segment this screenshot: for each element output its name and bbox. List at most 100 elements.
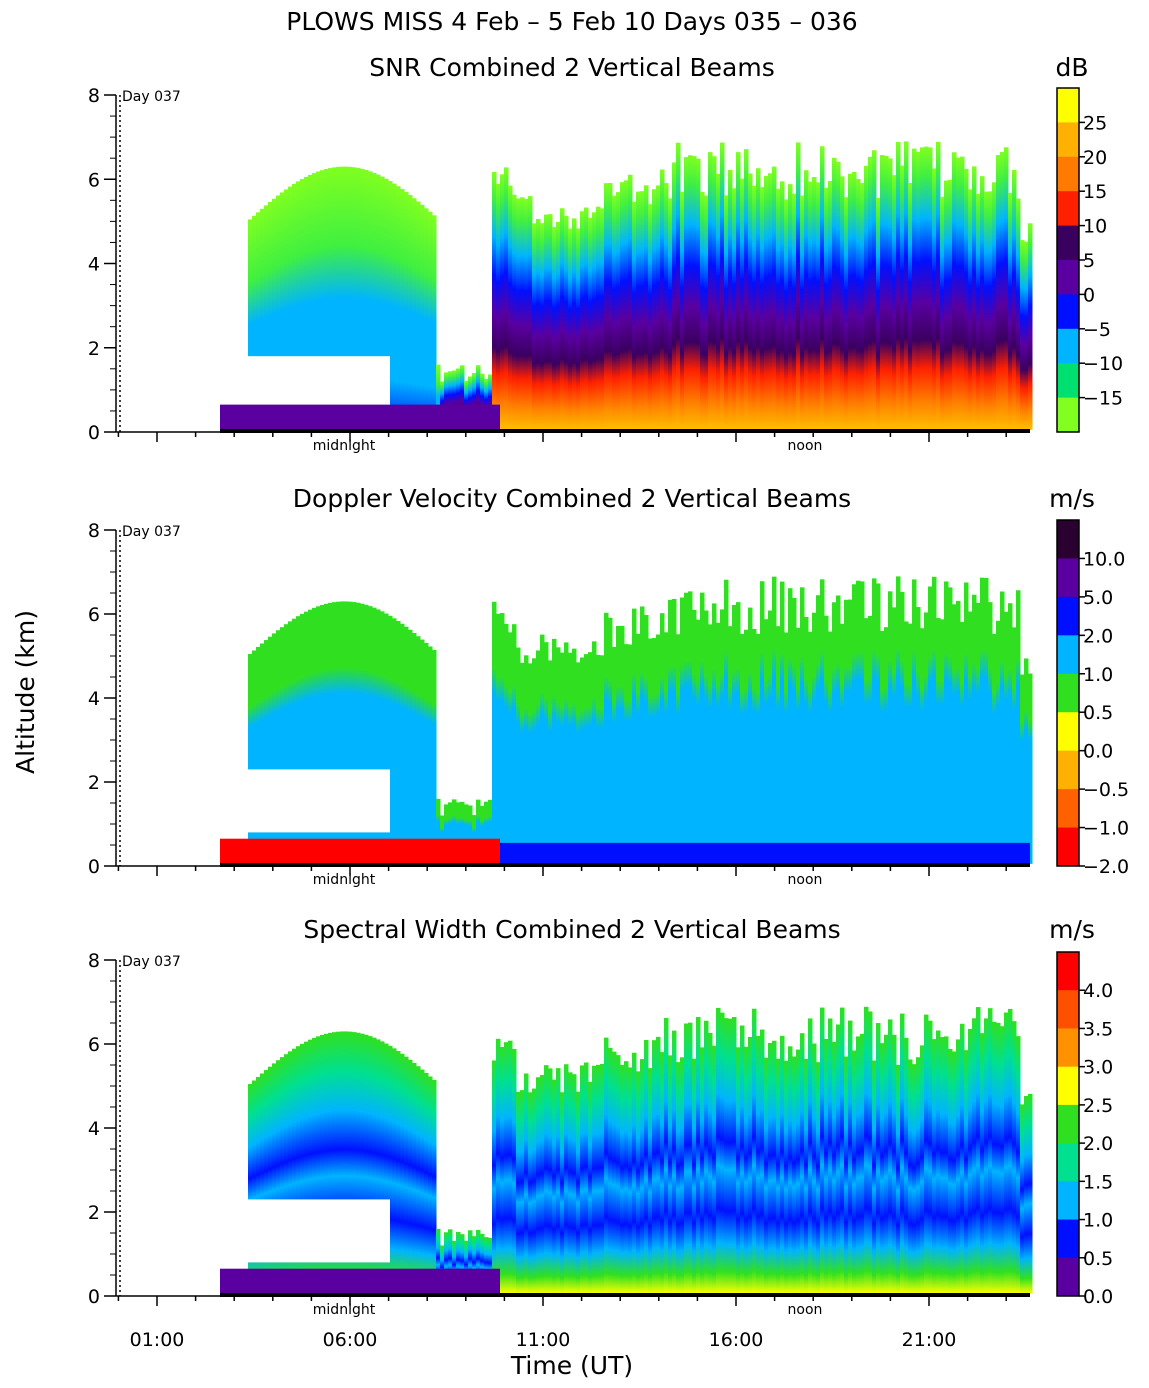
heatmap-column: [700, 1047, 705, 1294]
heatmap-column: [592, 212, 597, 430]
heatmap-column: [428, 211, 433, 430]
heatmap-gap: [220, 356, 390, 407]
heatmap-column: [652, 638, 657, 864]
colorbar-label: 10: [1083, 216, 1107, 238]
colorbar: 10.0 5.0 2.0 1.0 0.5 0.0 −0.5 −1.0 −2.0 m/s: [1049, 484, 1129, 878]
heatmap-column: [732, 604, 737, 864]
heatmap-column: [760, 1029, 765, 1294]
heatmap-column: [280, 627, 285, 864]
heatmap-column: [752, 628, 757, 864]
heatmap-column: [304, 176, 309, 430]
heatmap-column: [672, 162, 677, 430]
heatmap-column: [448, 371, 453, 430]
heatmap-column: [468, 805, 473, 864]
heatmap-column: [888, 158, 893, 430]
heatmap-column: [560, 1092, 565, 1294]
noon-marker: noon: [788, 872, 823, 888]
heatmap-column: [904, 621, 909, 864]
heatmap-column: [900, 591, 905, 864]
heatmap-column: [688, 591, 693, 864]
heatmap-column: [980, 577, 985, 864]
colorbar-segment: [1057, 712, 1079, 752]
heatmap-column: [512, 624, 517, 864]
heatmap-column: [808, 631, 813, 864]
heatmap-column: [956, 1039, 961, 1294]
heatmap-column: [532, 223, 537, 430]
heatmap-column: [932, 1039, 937, 1294]
y-tick-label: 6: [88, 604, 100, 626]
heatmap-column: [380, 176, 385, 430]
heatmap-column: [788, 184, 793, 430]
heatmap-column: [528, 196, 533, 430]
heatmap-column: [948, 1048, 953, 1294]
heatmap-column: [568, 228, 573, 430]
heatmap-column: [668, 599, 673, 864]
y-tick-label: 8: [88, 950, 100, 972]
heatmap-column: [792, 1056, 797, 1294]
panel-title: SNR Combined 2 Vertical Beams: [369, 53, 774, 82]
heatmap-column: [800, 195, 805, 430]
heatmap-column: [552, 1079, 557, 1294]
heatmap-column: [892, 607, 897, 864]
heatmap-column: [412, 632, 417, 864]
heatmap-column: [400, 623, 405, 864]
heatmap-column: [764, 619, 769, 864]
heatmap-column: [396, 620, 401, 864]
heatmap-column: [944, 581, 949, 864]
heatmap-column: [596, 654, 601, 864]
heatmap-column: [404, 192, 409, 430]
heatmap-column: [656, 1036, 661, 1294]
heatmap-column: [560, 208, 565, 430]
heatmap-column: [772, 166, 777, 430]
heatmap-column: [500, 613, 505, 864]
heatmap-column: [436, 798, 441, 864]
heatmap-column: [376, 174, 381, 430]
heatmap-column: [608, 1047, 613, 1294]
x-tick-labels: 01:00 06:00 11:00 16:00 21:00: [130, 1329, 957, 1351]
colorbar-label: −5: [1083, 319, 1111, 341]
heatmap-column: [828, 631, 833, 864]
heatmap-column: [852, 1050, 857, 1294]
heatmap-column: [416, 1066, 421, 1294]
heatmap-column: [816, 595, 821, 864]
heatmap-column: [768, 610, 773, 864]
colorbar-label: 3.5: [1083, 1018, 1113, 1040]
heatmap-column: [696, 619, 701, 864]
heatmap-column: [956, 157, 961, 430]
colorbar-label: 1.0: [1083, 664, 1113, 686]
colorbar-segment: [1057, 750, 1079, 790]
colorbar-segment: [1057, 1143, 1079, 1182]
heatmap-column: [744, 149, 749, 430]
heatmap-column: [912, 1064, 917, 1294]
heatmap-column: [248, 219, 253, 430]
heatmap-column: [724, 1018, 729, 1294]
heatmap-column: [1028, 223, 1033, 430]
heatmap-column: [1020, 240, 1025, 430]
heatmap-column: [596, 206, 601, 430]
heatmap-column: [772, 576, 777, 864]
heatmap-column: [904, 1037, 909, 1294]
heatmap-column: [408, 1059, 413, 1294]
heatmap-column: [612, 646, 617, 864]
heatmap-column: [508, 632, 513, 864]
heatmap-column: [372, 172, 377, 430]
heatmap-column: [344, 1031, 349, 1294]
axes: 0 2 4 6 8: [88, 950, 1030, 1308]
heatmap-column: [260, 208, 265, 430]
panel-3: Spectral Width Combined 2 Vertical Beams…: [88, 915, 1113, 1318]
heatmap-column: [1016, 1036, 1021, 1294]
heatmap-column: [644, 1039, 649, 1294]
panel-1: SNR Combined 2 Vertical Beams 0 2 4 6 8 Day 03…: [88, 53, 1123, 454]
heatmap-column: [564, 642, 569, 864]
colorbar-label: −1.0: [1083, 818, 1129, 840]
heatmap-column: [656, 185, 661, 430]
heatmap-column: [444, 804, 449, 864]
heatmap-column: [620, 1064, 625, 1294]
heatmap-column: [872, 578, 877, 864]
heatmap-column: [356, 167, 361, 430]
heatmap-column: [960, 156, 965, 430]
heatmap-column: [948, 587, 953, 864]
heatmap-column: [808, 1018, 813, 1294]
heatmap-column: [860, 1033, 865, 1294]
